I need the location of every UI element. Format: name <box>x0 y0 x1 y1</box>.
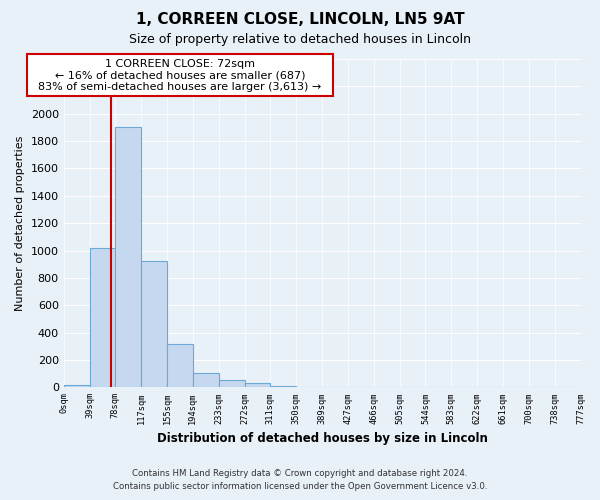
Text: 1, CORREEN CLOSE, LINCOLN, LN5 9AT: 1, CORREEN CLOSE, LINCOLN, LN5 9AT <box>136 12 464 28</box>
Bar <box>193 373 219 388</box>
Y-axis label: Number of detached properties: Number of detached properties <box>15 136 25 311</box>
X-axis label: Distribution of detached houses by size in Lincoln: Distribution of detached houses by size … <box>157 432 488 445</box>
Bar <box>271 386 296 388</box>
Text: Contains HM Land Registry data © Crown copyright and database right 2024.
Contai: Contains HM Land Registry data © Crown c… <box>113 469 487 491</box>
Bar <box>89 248 115 388</box>
Bar <box>219 380 245 388</box>
Bar <box>245 384 271 388</box>
Bar <box>141 262 167 388</box>
Text: 1 CORREEN CLOSE: 72sqm  
  ← 16% of detached houses are smaller (687)  
  83% of: 1 CORREEN CLOSE: 72sqm ← 16% of detached… <box>31 59 329 92</box>
Bar <box>64 384 89 388</box>
Bar <box>115 128 141 388</box>
Bar <box>167 344 193 388</box>
Text: Size of property relative to detached houses in Lincoln: Size of property relative to detached ho… <box>129 32 471 46</box>
